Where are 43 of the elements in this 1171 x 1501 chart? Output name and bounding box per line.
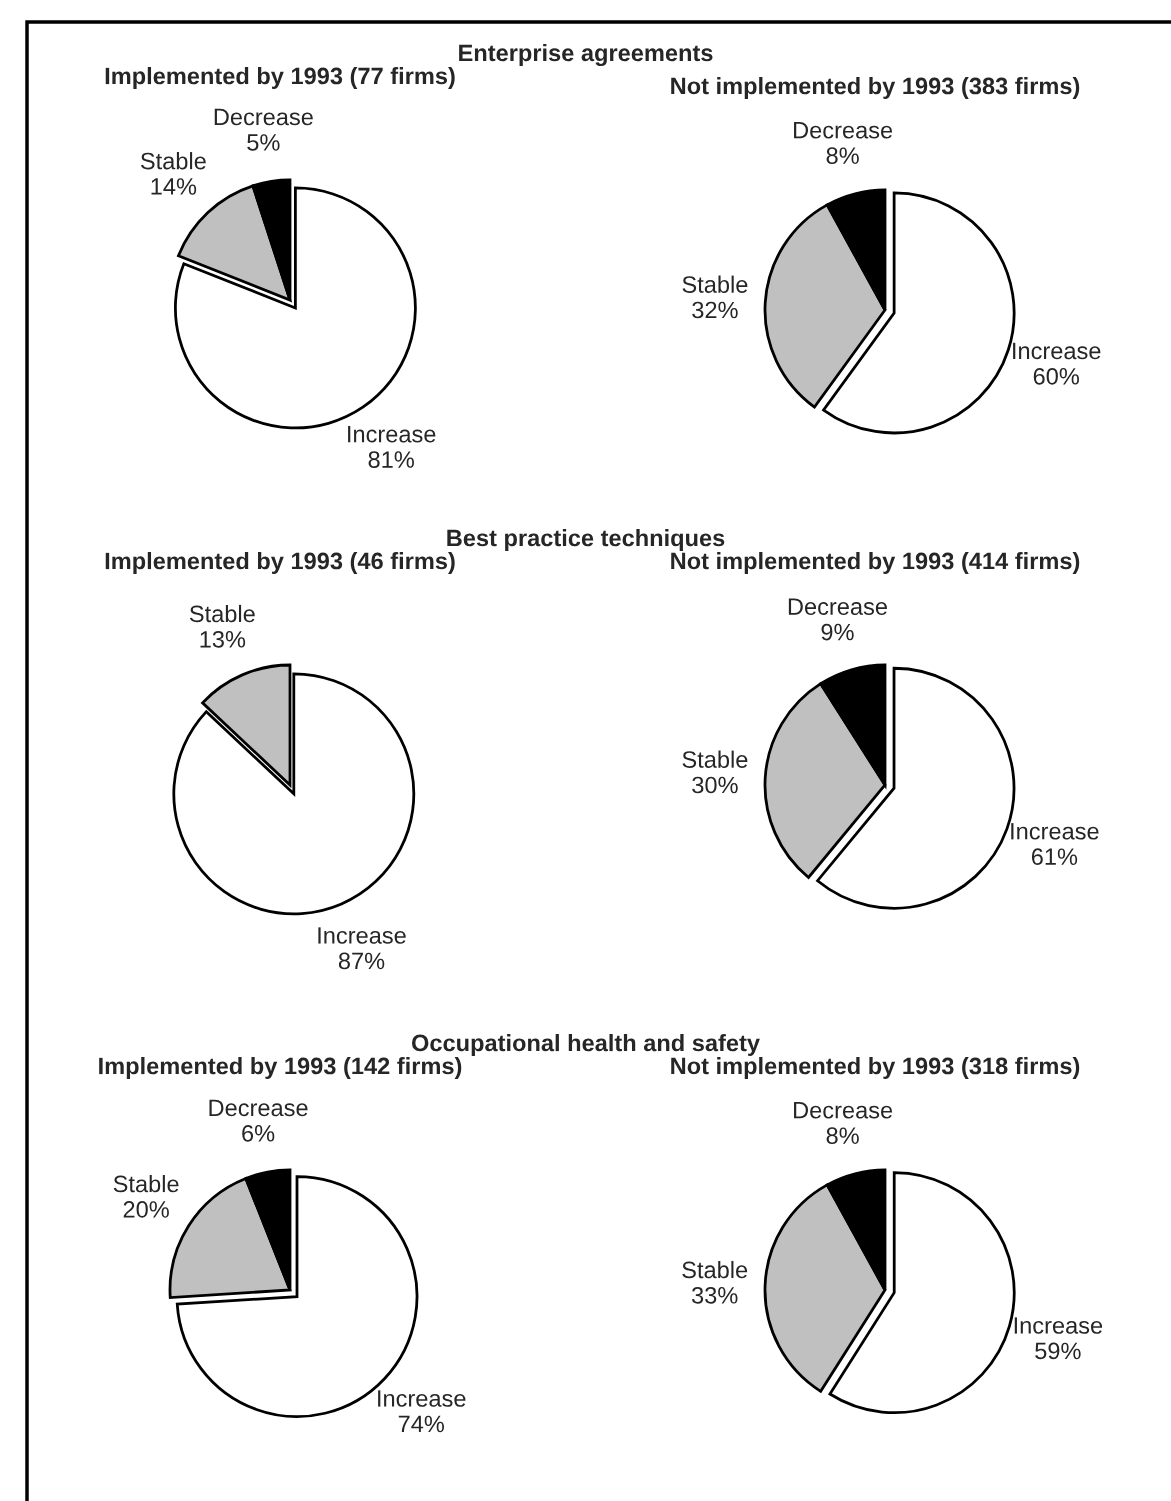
- slice-label: Increase: [1011, 823, 1099, 840]
- data-label: 9%: [821, 623, 854, 641]
- slice-label: Decrease: [794, 1102, 893, 1119]
- data-label: 6%: [242, 1124, 275, 1142]
- data-label: 59%: [1035, 1342, 1081, 1360]
- slice-label: Decrease: [794, 122, 893, 139]
- chart-title: Implemented by 1993 (46 firms): [105, 551, 455, 575]
- slice-label: Decrease: [209, 1099, 308, 1117]
- text: Best practice techniques: [447, 528, 725, 552]
- text: Occupational health and safety: [411, 1033, 760, 1057]
- data-label: 30%: [692, 776, 738, 794]
- slice-label: Increase: [378, 1390, 466, 1407]
- data-label: 61%: [1031, 848, 1078, 866]
- slice-label: Stable: [140, 152, 206, 170]
- chart-title: Not implemented by 1993 (383 firms): [671, 77, 1080, 100]
- slice-label: Increase: [1014, 1317, 1103, 1334]
- slice-label: Increase: [318, 927, 406, 944]
- data-label: 32%: [692, 301, 738, 319]
- text: Enterprise agreements: [459, 43, 713, 67]
- slice-label: Stable: [682, 275, 748, 293]
- data-label: 87%: [338, 952, 385, 970]
- data-label: 20%: [123, 1201, 169, 1218]
- data-label: 8%: [826, 147, 859, 165]
- slice-label: Stable: [189, 604, 255, 623]
- slice-label: Stable: [682, 750, 748, 768]
- data-label: 14%: [151, 178, 197, 195]
- chart-title: Implemented by 1993 (77 firms): [105, 67, 455, 90]
- data-label: 60%: [1033, 367, 1079, 385]
- data-label: 5%: [247, 134, 280, 151]
- data-label: 13%: [200, 630, 246, 648]
- slice-label: Decrease: [788, 598, 887, 615]
- data-label: 74%: [398, 1415, 444, 1433]
- chart-title: Not implemented by 1993 (414 firms): [671, 551, 1080, 575]
- slice-label: Stable: [682, 1260, 748, 1279]
- data-label: 8%: [826, 1127, 859, 1145]
- slice-label: Increase: [1013, 342, 1101, 360]
- chart-title: Not implemented by 1993 (318 firms): [671, 1056, 1080, 1080]
- slice-label: Increase: [348, 426, 436, 443]
- data-label: 33%: [691, 1286, 738, 1304]
- chart-title: Implemented by 1993 (142 firms): [99, 1056, 462, 1080]
- slice-label: Stable: [113, 1174, 179, 1193]
- slice-label: Decrease: [214, 108, 313, 126]
- data-label: 81%: [368, 451, 414, 468]
